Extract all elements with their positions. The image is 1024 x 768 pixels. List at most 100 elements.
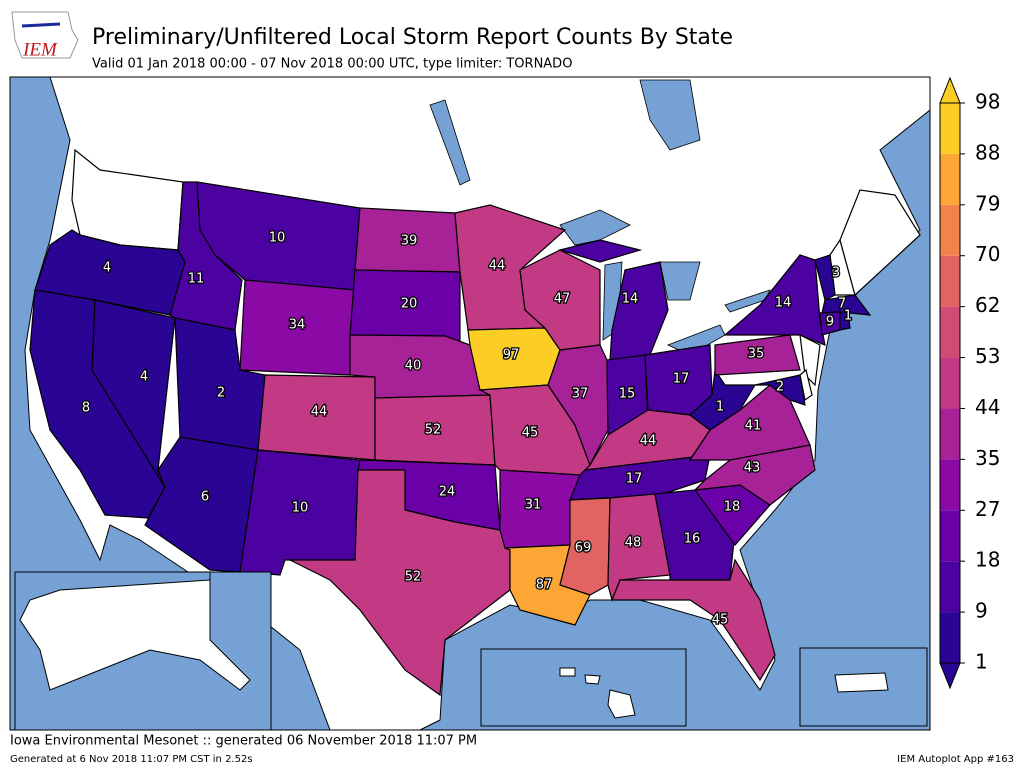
- lake: [429, 99, 471, 186]
- state-value-label: 15: [619, 387, 636, 402]
- alaska-inset: [14, 571, 272, 731]
- state-value-label: 39: [401, 234, 418, 249]
- colorbar-tick-label: 35: [975, 446, 1000, 470]
- state-value-label: 18: [724, 500, 741, 515]
- hawaii-inset: [480, 648, 687, 727]
- state: [839, 311, 851, 331]
- state-value-label: 69: [575, 541, 592, 556]
- state: [689, 368, 757, 431]
- state-no-report: [839, 189, 921, 297]
- inset-land: [607, 689, 636, 719]
- colorbar-tick-label: 9: [975, 599, 988, 623]
- state-value-label: 44: [311, 405, 328, 420]
- state-value-label: 44: [489, 259, 506, 274]
- state-value-label: 4: [103, 261, 111, 276]
- colorbar: 1 9 18 27 35 44 53 62 70 79 88 98: [939, 76, 1000, 690]
- colorbar-tick-label: 53: [975, 344, 1000, 368]
- colorbar-frame: [939, 102, 961, 664]
- colorbar-extend-top: [939, 76, 961, 104]
- state-value-label: 9: [826, 315, 834, 330]
- colorbar-tick-label: 27: [975, 497, 1000, 521]
- colorbar-band: [940, 255, 960, 307]
- state-value-label: 97: [503, 348, 520, 363]
- colorbar-band: [940, 612, 960, 663]
- colorbar-band: [940, 204, 960, 256]
- lake: [659, 261, 701, 301]
- state-value-label: 52: [425, 423, 442, 438]
- colorbar-band: [940, 510, 960, 562]
- state-value-label: 17: [626, 472, 643, 487]
- state-value-label: 17: [673, 372, 690, 387]
- inset-frame: [480, 648, 687, 727]
- state-value-label: 35: [748, 347, 765, 362]
- state: [814, 254, 836, 301]
- state-value-label: 16: [684, 532, 701, 547]
- colorbar-tick-label: 98: [975, 90, 1000, 114]
- colorbar-band: [940, 103, 960, 154]
- footer-app: IEM Autoplot App #163: [897, 754, 1014, 765]
- state-value-label: 1: [716, 400, 724, 415]
- colorbar-tick-label: 44: [975, 395, 1000, 419]
- state-value-label: 1: [844, 309, 852, 324]
- state-value-label: 24: [439, 485, 456, 500]
- inset-land: [584, 674, 601, 685]
- bay: [639, 79, 701, 151]
- state: [547, 344, 609, 467]
- state-value-label: 34: [289, 318, 306, 333]
- colorbar-band: [940, 408, 960, 460]
- state-value-label: 3: [832, 266, 840, 281]
- state-value-label: 8: [82, 401, 90, 416]
- state: [289, 469, 511, 697]
- state-value-label: 31: [525, 498, 542, 513]
- colorbar-band: [940, 357, 960, 409]
- inset-land: [834, 672, 889, 693]
- title: Preliminary/Unfiltered Local Storm Repor…: [92, 25, 733, 50]
- logo-line: [21, 22, 61, 28]
- state-value-label: 2: [776, 380, 784, 395]
- logo: IEM: [11, 11, 79, 60]
- colorbar-tick-label: 70: [975, 242, 1000, 266]
- state-value-label: 20: [401, 297, 418, 312]
- state-value-label: 45: [522, 426, 539, 441]
- footer-generated: Generated at 6 Nov 2018 11:07 PM CST in …: [10, 754, 253, 765]
- state-value-label: 14: [775, 296, 792, 311]
- map: 4841110342644103920405224524497453187473…: [9, 76, 931, 731]
- zero-states: [71, 148, 921, 402]
- colorbar-band: [940, 459, 960, 511]
- subtitle: Valid 01 Jan 2018 00:00 - 07 Nov 2018 00…: [92, 57, 572, 72]
- logo-outline: [11, 11, 79, 59]
- state-value-label: 43: [744, 461, 761, 476]
- state: [611, 558, 776, 682]
- state-value-label: 48: [625, 536, 642, 551]
- state-value-label: 10: [292, 501, 309, 516]
- inset-land: [559, 667, 576, 677]
- state: [821, 294, 872, 316]
- state: [754, 374, 806, 406]
- state-value-label: 7: [838, 297, 846, 312]
- state-value-label: 10: [269, 231, 286, 246]
- state-value-label: 44: [640, 434, 657, 449]
- states: 4841110342644103920405224524497453187473…: [29, 181, 872, 697]
- state-value-label: 2: [217, 386, 225, 401]
- state-value-label: 41: [745, 419, 762, 434]
- logo-text: IEM: [22, 39, 58, 60]
- state-value-label: 52: [405, 570, 422, 585]
- state-value-label: 87: [536, 578, 553, 593]
- colorbar-tick-label: 88: [975, 140, 1000, 164]
- footer-text: Iowa Environmental Mesonet :: generated …: [10, 734, 477, 749]
- colorbar-tick-label: 18: [975, 548, 1000, 572]
- colorbar-extend-bottom: [939, 662, 961, 690]
- state-value-label: 4: [140, 370, 148, 385]
- colorbar-tick-label: 62: [975, 293, 1000, 317]
- state-value-label: 11: [188, 272, 205, 287]
- state-value-label: 37: [572, 387, 589, 402]
- state: [714, 334, 801, 376]
- state-value-label: 6: [201, 490, 209, 505]
- state: [723, 254, 826, 346]
- state-value-label: 14: [622, 292, 639, 307]
- colorbar-band: [940, 561, 960, 613]
- state-value-label: 47: [554, 292, 571, 307]
- colorbar-band: [940, 153, 960, 205]
